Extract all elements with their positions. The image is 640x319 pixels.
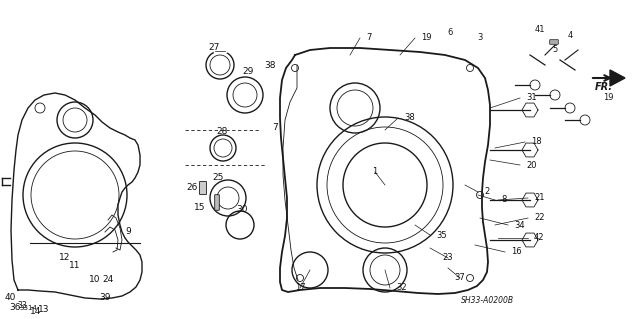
Text: 26: 26 xyxy=(186,183,198,192)
Text: 23: 23 xyxy=(443,254,453,263)
Text: 2: 2 xyxy=(484,188,489,197)
Text: 9: 9 xyxy=(125,227,131,236)
Text: 25: 25 xyxy=(212,174,224,182)
Text: 28: 28 xyxy=(216,128,228,137)
Text: 24: 24 xyxy=(102,276,114,285)
Text: 16: 16 xyxy=(511,248,522,256)
FancyBboxPatch shape xyxy=(550,40,558,44)
Text: 32: 32 xyxy=(396,284,406,293)
Text: 19: 19 xyxy=(421,33,431,42)
Text: 41: 41 xyxy=(535,25,545,34)
Text: 15: 15 xyxy=(195,204,205,212)
Text: 36: 36 xyxy=(9,303,20,313)
Text: SH33-A0200B: SH33-A0200B xyxy=(461,296,515,305)
Text: 17: 17 xyxy=(294,284,305,293)
Text: 6: 6 xyxy=(447,28,452,37)
Text: 3: 3 xyxy=(477,33,483,42)
Text: 21: 21 xyxy=(534,194,545,203)
Text: 34: 34 xyxy=(514,220,525,229)
Text: 27: 27 xyxy=(208,43,220,53)
Text: 19: 19 xyxy=(603,93,613,102)
Text: 35: 35 xyxy=(436,231,447,240)
Text: 4: 4 xyxy=(568,31,573,40)
Text: 37: 37 xyxy=(454,273,465,283)
Text: 20: 20 xyxy=(526,160,536,169)
Text: 39: 39 xyxy=(99,293,111,302)
Text: FR.: FR. xyxy=(595,82,613,92)
Text: 3314: 3314 xyxy=(19,305,37,311)
FancyBboxPatch shape xyxy=(200,182,207,195)
Text: 10: 10 xyxy=(89,276,100,285)
Text: 12: 12 xyxy=(60,254,70,263)
Text: 11: 11 xyxy=(69,261,81,270)
Text: 7: 7 xyxy=(366,33,371,42)
Text: 22: 22 xyxy=(534,213,545,222)
Text: 14: 14 xyxy=(30,308,42,316)
Text: 5: 5 xyxy=(552,45,557,54)
Text: 13: 13 xyxy=(38,306,50,315)
Text: 30: 30 xyxy=(236,205,248,214)
Text: 18: 18 xyxy=(531,137,541,146)
Text: 8: 8 xyxy=(501,196,506,204)
Text: 29: 29 xyxy=(243,68,253,77)
Text: 1: 1 xyxy=(372,167,378,176)
Text: 42: 42 xyxy=(534,234,545,242)
Text: 33: 33 xyxy=(17,300,27,309)
Text: 31: 31 xyxy=(526,93,536,102)
Polygon shape xyxy=(610,70,625,86)
Text: 38: 38 xyxy=(264,61,276,70)
FancyBboxPatch shape xyxy=(214,195,220,210)
Text: 38: 38 xyxy=(404,114,415,122)
Text: 40: 40 xyxy=(4,293,16,302)
Text: 7: 7 xyxy=(272,123,278,132)
